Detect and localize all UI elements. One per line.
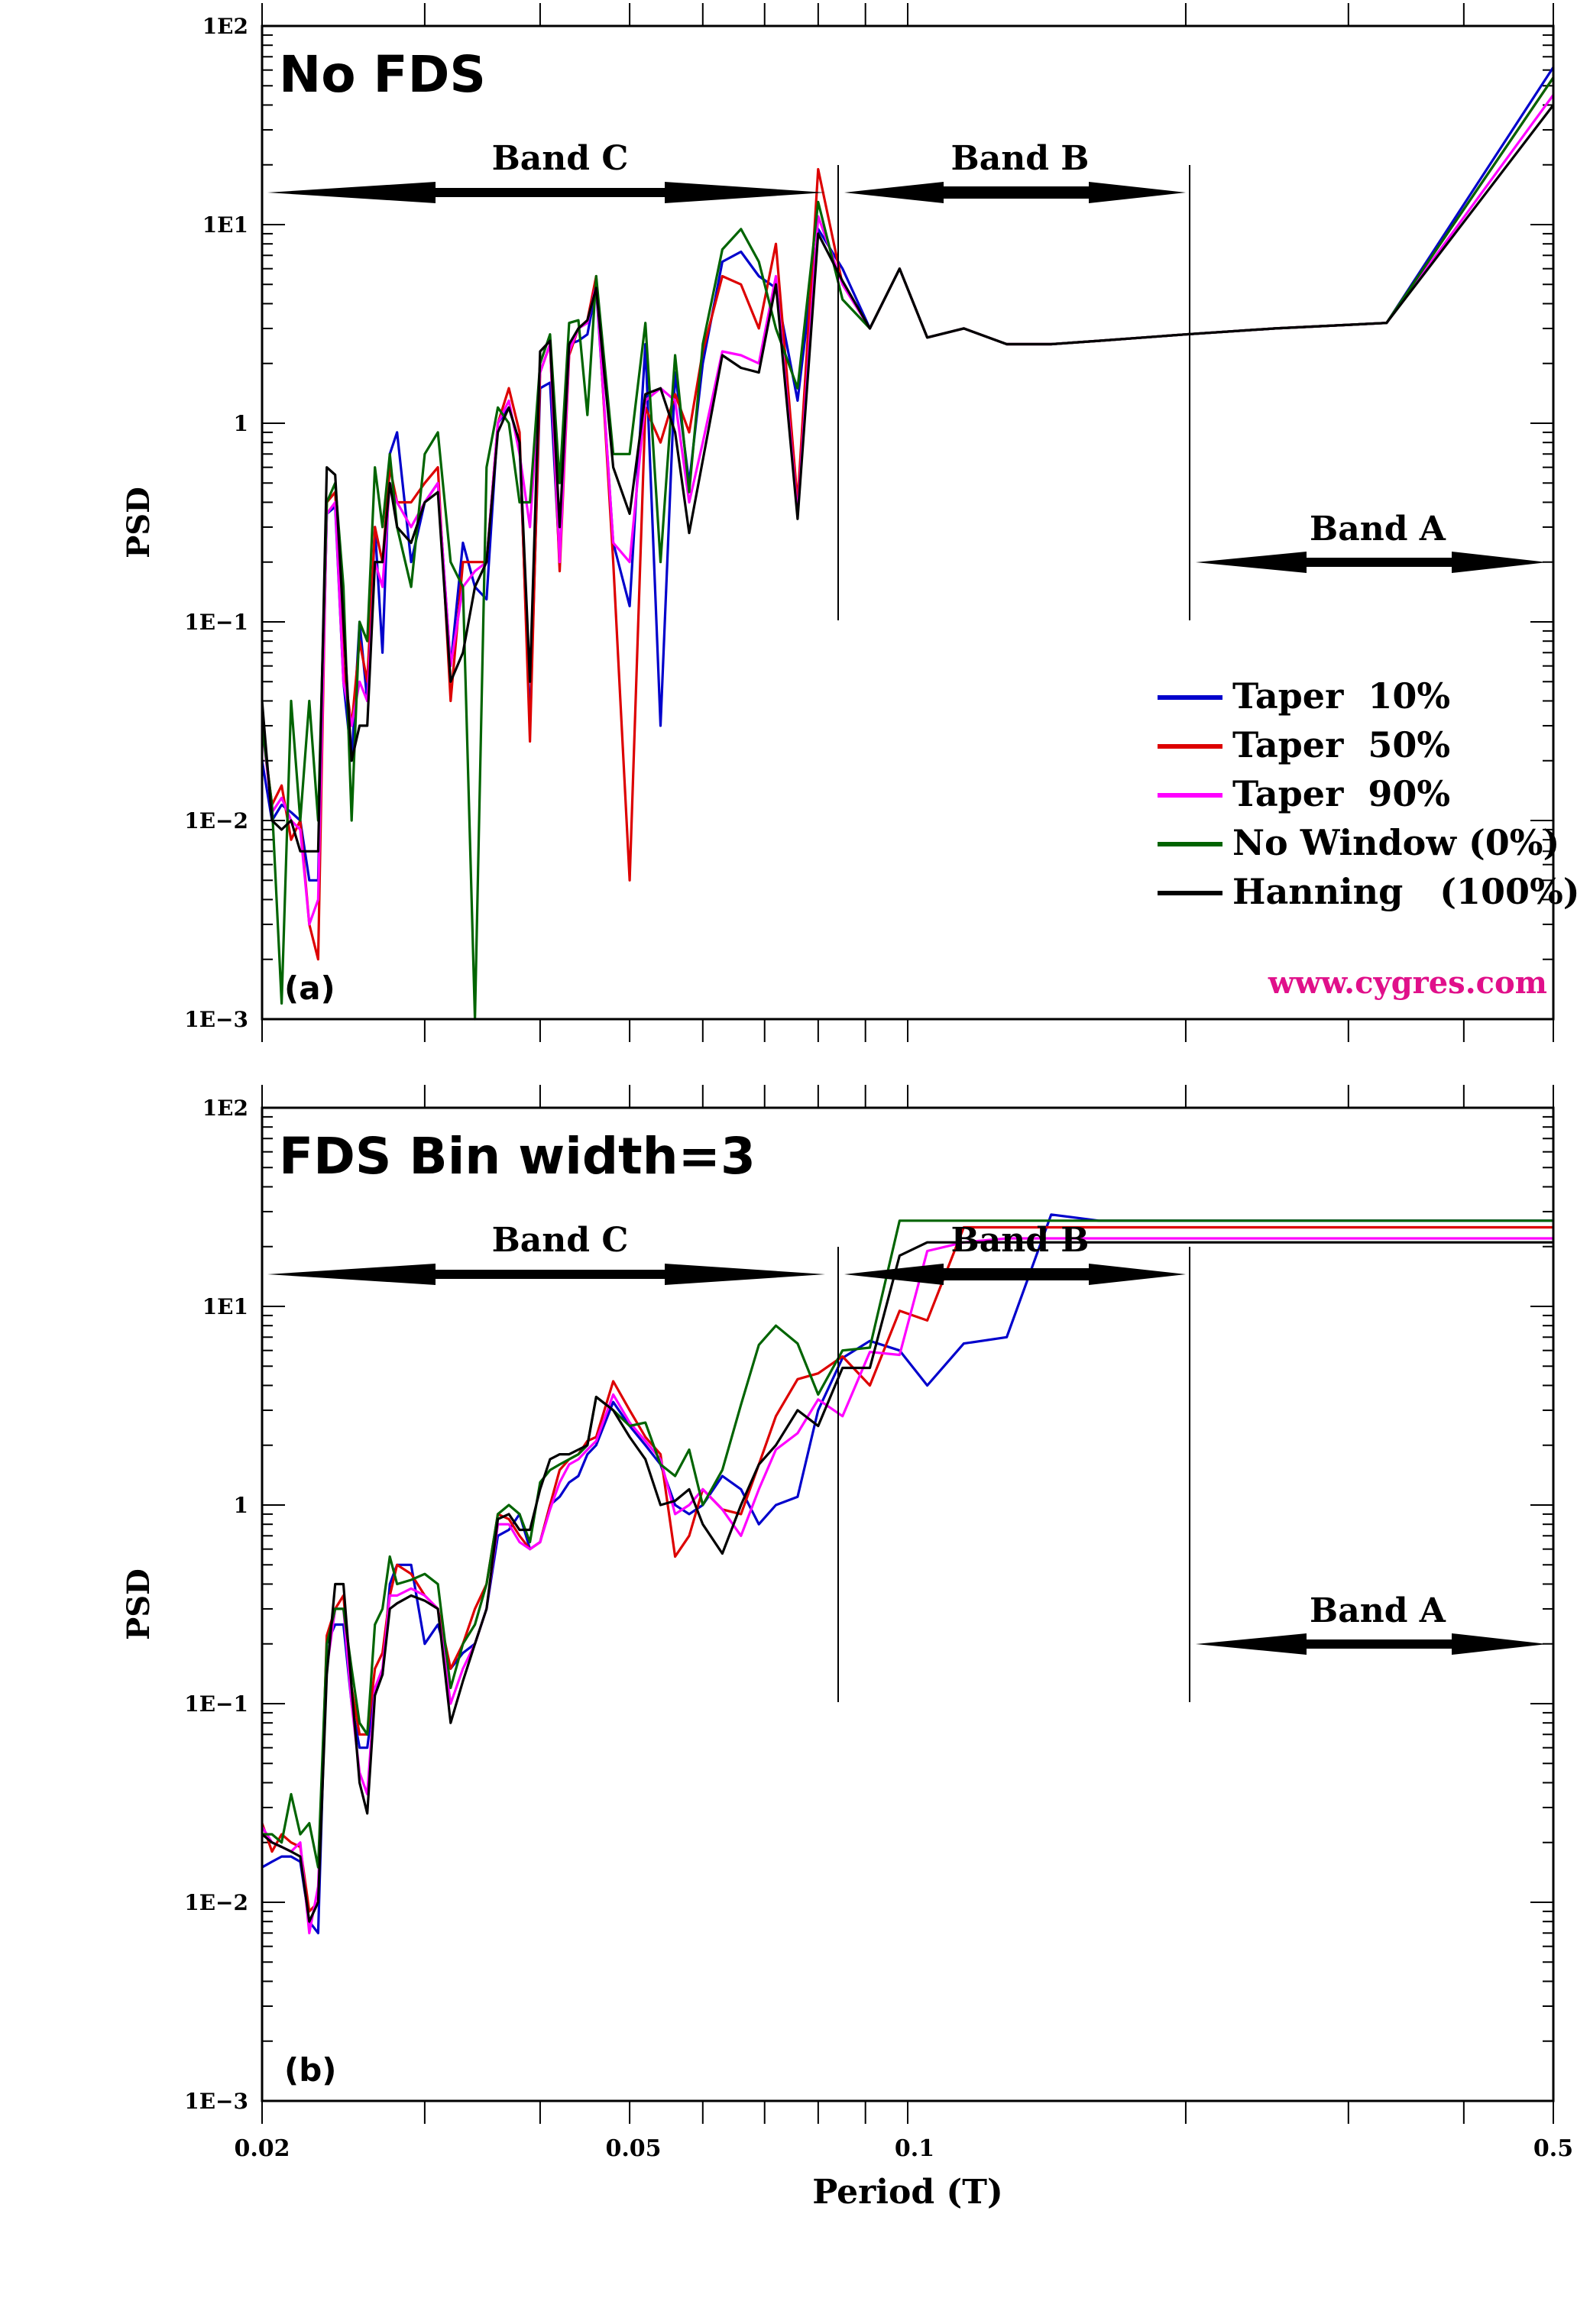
panel-a-ylabel: PSD xyxy=(121,487,157,558)
panel-b-band-c-arrow xyxy=(267,1264,825,1285)
y-tick-label: 1 xyxy=(234,1493,248,1518)
panel-a: No FDS (a) www.cygres.com PSD Band C Ban… xyxy=(121,3,1580,1042)
legend-item: Taper 90% xyxy=(1158,773,1450,814)
series-line-5 xyxy=(261,1241,1553,1923)
panel-b-title: FDS Bin width=3 xyxy=(279,1127,756,1186)
y-tick-label: 1E−3 xyxy=(184,1007,248,1032)
panel-a-axis-ticks xyxy=(261,3,1554,1042)
x-tick-label-0.1: 0.1 xyxy=(895,2135,934,2162)
panel-b-band-a-arrow xyxy=(1196,1633,1547,1655)
legend-item: Taper 10% xyxy=(1158,675,1450,717)
y-tick-label: 1E−2 xyxy=(184,1890,248,1915)
y-tick-label: 1E−1 xyxy=(184,1691,248,1717)
y-tick-label: 1E−2 xyxy=(184,808,248,833)
panel-b: FDS Bin width=3 (b) PSD Band C Band B Ba… xyxy=(121,1085,1573,2212)
y-tick-label: 1E2 xyxy=(202,14,248,39)
panel-b-band-b-arrow xyxy=(844,1264,1186,1285)
legend: Taper 10% Taper 50% Taper 90% No Window … xyxy=(1158,675,1580,912)
x-axis-label: Period (T) xyxy=(812,2173,1003,2212)
legend-label: Taper 90% xyxy=(1232,773,1450,814)
panel-a-band-a-label: Band A xyxy=(1310,510,1446,549)
y-tick-label: 1E1 xyxy=(202,1294,248,1319)
legend-label: No Window (0%) xyxy=(1232,822,1559,863)
legend-item: No Window (0%) xyxy=(1158,822,1559,863)
panel-b-axis-ticks xyxy=(261,1085,1554,2124)
panel-b-plot-frame xyxy=(261,1106,1555,2102)
panel-a-band-b-label: Band B xyxy=(951,139,1090,178)
panel-a-band-a-arrow xyxy=(1196,552,1547,573)
panel-b-band-a-label: Band A xyxy=(1310,1591,1446,1630)
x-tick-label-0.5: 0.5 xyxy=(1533,2135,1573,2162)
y-tick-label: 1E−1 xyxy=(184,610,248,635)
y-tick-label: 1E1 xyxy=(202,212,248,238)
panel-a-plot-frame xyxy=(261,24,1555,1021)
series-line-5 xyxy=(261,104,1555,853)
y-tick-labels: 1E−3 1E−2 1E−1 1 1E1 1E2 1E−3 1E−2 1E−1 1 1E1 1E2 xyxy=(184,14,248,2114)
panel-a-band-b-arrow xyxy=(844,182,1186,203)
panel-b-band-c-label: Band C xyxy=(492,1221,629,1260)
x-tick-label-0.05: 0.05 xyxy=(605,2135,661,2162)
legend-item: Taper 50% xyxy=(1158,724,1450,765)
panel-b-ylabel: PSD xyxy=(121,1568,157,1640)
panel-a-band-c-label: Band C xyxy=(492,139,629,178)
x-tick-label-0.02: 0.02 xyxy=(234,2135,290,2162)
watermark: www.cygres.com xyxy=(1268,965,1547,1001)
panel-a-label: (a) xyxy=(284,969,335,1007)
legend-label: Taper 50% xyxy=(1232,724,1450,765)
y-tick-label: 1 xyxy=(234,411,248,436)
legend-item: Hanning (100%) xyxy=(1158,871,1580,912)
panel-a-band-c-arrow xyxy=(267,182,825,203)
panel-b-band-b-label: Band B xyxy=(951,1221,1090,1260)
panel-b-series-lines xyxy=(261,1213,1553,1934)
y-tick-label: 1E2 xyxy=(202,1096,248,1121)
legend-label: Hanning (100%) xyxy=(1232,871,1580,912)
panel-a-title: No FDS xyxy=(279,45,486,104)
panel-b-label: (b) xyxy=(284,2051,336,2089)
y-tick-label: 1E−3 xyxy=(184,2089,248,2114)
panel-a-series-lines xyxy=(261,66,1555,1021)
legend-label: Taper 10% xyxy=(1232,675,1450,717)
